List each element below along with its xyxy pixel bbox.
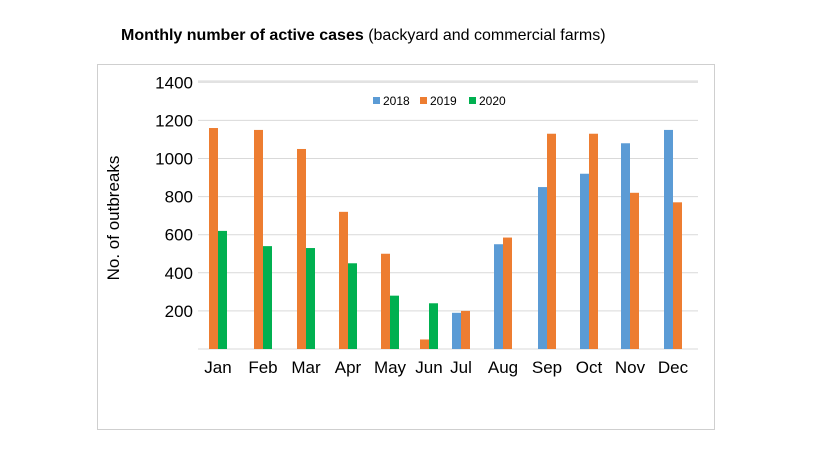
legend-label-2020: 2020 <box>479 94 506 108</box>
y-axis-ticks: 200 400 600 800 1000 1200 1400 <box>155 73 193 321</box>
y-tick-label: 1000 <box>155 150 193 169</box>
bar-2018-aug <box>494 244 503 349</box>
y-axis-label: No. of outbreaks <box>104 156 123 281</box>
y-tick-label: 600 <box>165 226 193 245</box>
y-tick-label: 400 <box>165 264 193 283</box>
x-tick-label: May <box>374 358 407 377</box>
x-tick-label: Feb <box>248 358 277 377</box>
legend: 2018 2019 2020 <box>373 94 506 108</box>
chart-panel <box>97 64 715 430</box>
bar-2019-nov <box>630 192 639 349</box>
x-tick-label: Oct <box>576 358 603 377</box>
x-tick-label: Jul <box>450 358 472 377</box>
legend-swatch-2018 <box>373 97 380 104</box>
y-tick-label: 1200 <box>155 111 193 130</box>
bar-2020-apr <box>348 263 357 349</box>
bar-2019-feb <box>254 129 263 349</box>
bar-2018-oct <box>580 173 589 349</box>
bar-2018-nov <box>621 143 630 349</box>
legend-swatch-2019 <box>420 97 427 104</box>
chart-title-rest: (backyard and commercial farms) <box>368 27 606 44</box>
bar-2020-jan <box>218 230 227 349</box>
bar-2019-aug <box>503 237 512 349</box>
y-tick-label: 1400 <box>155 73 193 92</box>
x-axis-ticks: Jan Feb Mar Apr May Jun Jul Aug Sep Oct Nov Dec <box>204 358 688 377</box>
bar-2020-mar <box>306 248 315 349</box>
bar-2018-jul <box>452 312 461 349</box>
legend-label-2019: 2019 <box>430 94 457 108</box>
bar-2019-apr <box>339 211 348 349</box>
y-tick-label: 800 <box>165 188 193 207</box>
bar-2020-jun <box>429 303 438 349</box>
x-tick-label: Nov <box>615 358 646 377</box>
chart-title: Monthly number of active cases (backyard… <box>121 27 606 45</box>
legend-swatch-2020 <box>469 97 476 104</box>
bar-2019-mar <box>297 148 306 349</box>
bar-2019-oct <box>589 133 598 349</box>
x-tick-label: Jun <box>415 358 442 377</box>
bar-2018-sep <box>538 187 547 349</box>
bar-2019-jul <box>461 310 470 349</box>
x-tick-label: Sep <box>532 358 562 377</box>
bar-2019-jun <box>420 339 429 349</box>
gridlines <box>198 80 698 350</box>
x-tick-label: Aug <box>488 358 518 377</box>
y-tick-label: 200 <box>165 302 193 321</box>
bar-2019-sep <box>547 133 556 349</box>
bar-2020-may <box>390 295 399 349</box>
bar-2019-dec <box>673 202 682 349</box>
bars <box>209 128 682 349</box>
x-tick-label: Jan <box>204 358 231 377</box>
legend-label-2018: 2018 <box>383 94 410 108</box>
bar-2019-jan <box>209 128 218 349</box>
chart-title-bold: Monthly number of active cases <box>121 27 364 44</box>
x-tick-label: Dec <box>658 358 689 377</box>
bar-2019-may <box>381 253 390 349</box>
x-tick-label: Mar <box>291 358 321 377</box>
bar-2020-feb <box>263 246 272 349</box>
x-tick-label: Apr <box>335 358 362 377</box>
bar-2018-dec <box>664 129 673 349</box>
